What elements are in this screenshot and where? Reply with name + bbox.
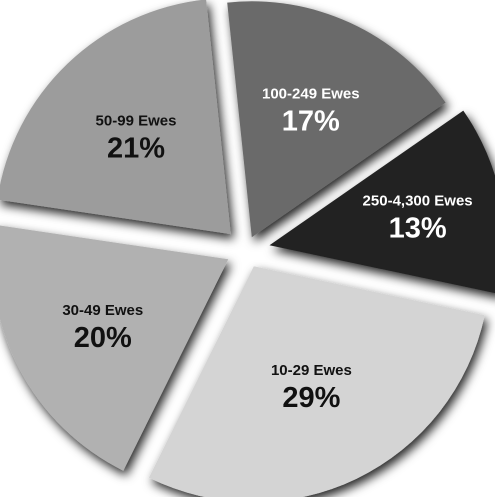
slice-percent-label: 29% [282,382,340,414]
pie-labels: 100-249 Ewes 17% 250-4,300 Ewes 13% 10-29 Ew… [62,86,472,415]
pie-slice-3 [148,266,485,497]
slice-category-label: 30-49 Ewes [62,302,143,319]
slice-category-label: 50-99 Ewes [96,112,177,129]
pie-slice-1 [227,1,446,238]
slice-percent-label: 17% [282,106,340,138]
slice-category-label: 10-29 Ewes [271,362,352,379]
slice-percent-label: 21% [107,132,165,164]
slice-percent-label: 13% [389,212,447,244]
slice-percent-label: 20% [74,322,132,354]
pie-slice-5 [0,0,231,235]
slice-category-label: 250-4,300 Ewes [363,192,473,209]
pie-slice-2 [269,110,495,294]
pie-slice-4 [0,225,229,471]
slice-category-label: 100-249 Ewes [262,86,360,103]
